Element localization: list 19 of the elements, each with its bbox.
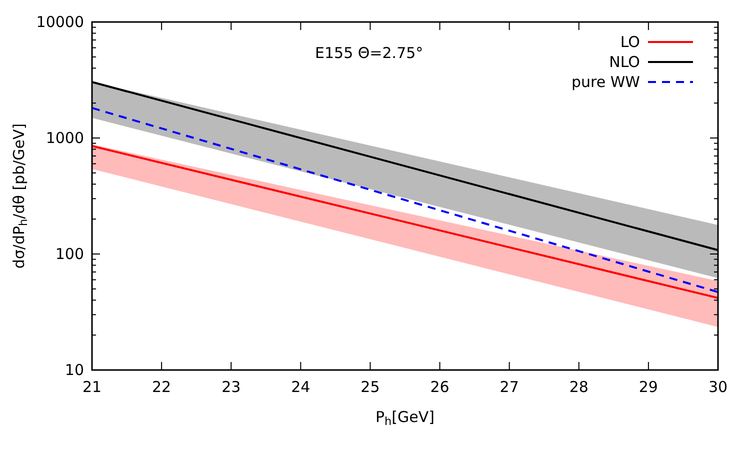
y-tick-label: 100 <box>55 245 84 263</box>
x-tick-label: 29 <box>638 378 658 396</box>
x-tick-label: 22 <box>152 378 172 396</box>
x-tick-label: 28 <box>569 378 588 396</box>
y-tick-label: 1000 <box>46 129 84 147</box>
x-tick-label: 27 <box>500 378 519 396</box>
x-axis-title: P$_{h}$[GeV] <box>375 408 435 428</box>
y-tick-label: 10000 <box>36 13 84 31</box>
legend-label: LO <box>620 33 640 51</box>
x-tick-label: 30 <box>708 378 728 396</box>
x-tick-label: 23 <box>222 378 241 396</box>
legend-label: pure WW <box>571 73 640 91</box>
x-tick-label: 26 <box>430 378 450 396</box>
legend-label: NLO <box>609 53 640 71</box>
x-tick-label: 21 <box>82 378 102 396</box>
y-tick-label: 10 <box>64 361 84 379</box>
annotation: E155 Θ=2.75° <box>315 44 424 62</box>
x-tick-label: 25 <box>360 378 380 396</box>
x-tick-label: 24 <box>291 378 310 396</box>
